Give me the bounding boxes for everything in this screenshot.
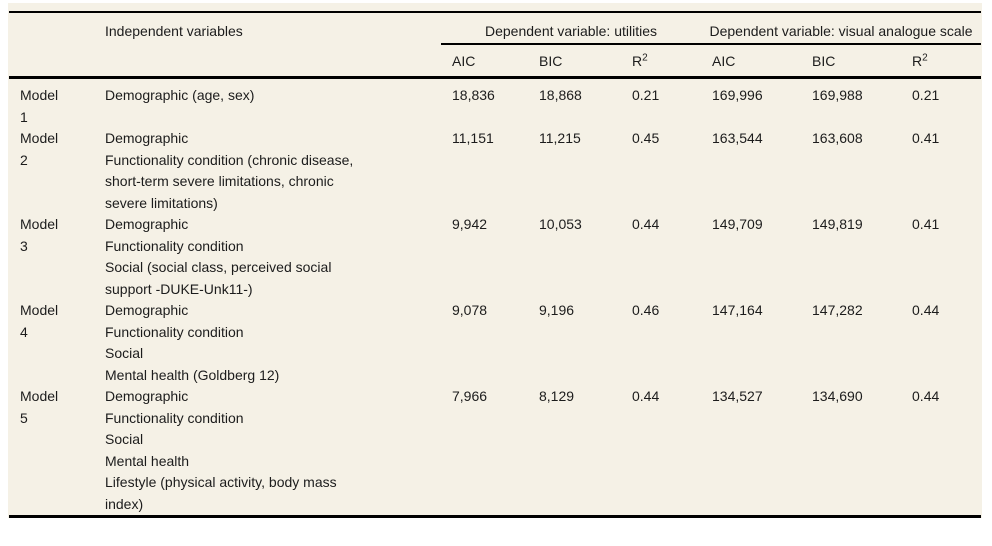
independent-variables-cell: Demographic (age, sex): [105, 87, 255, 103]
independent-variables-cell: Demographic Functionality condition Soci…: [105, 216, 332, 297]
utilities-r2-value: 0.46: [632, 302, 660, 318]
vas-aic-value: 149,709: [712, 216, 763, 232]
independent-variables-cell: Demographic Functionality condition (chr…: [105, 130, 354, 211]
model-label: Model 4: [20, 302, 59, 340]
utilities-bic-value: 10,053: [539, 216, 582, 232]
utilities-bic-value: 18,868: [539, 87, 582, 103]
header-dependent-vas: Dependent variable: visual analogue scal…: [701, 12, 982, 45]
vas-r2-value: 0.41: [912, 130, 940, 146]
model-label: Model 3: [20, 216, 59, 254]
table-row-model-2: Model 2 Demographic Functionality condit…: [9, 128, 981, 214]
vas-aic-value: 134,527: [712, 388, 763, 404]
model-label: Model 5: [20, 388, 59, 426]
table-row-model-5: Model 5 Demographic Functionality condit…: [9, 386, 981, 517]
vas-bic-value: 163,608: [812, 130, 863, 146]
utilities-aic-value: 7,966: [452, 388, 488, 404]
header-vas-bic: BIC: [801, 43, 902, 79]
utilities-r2-value: 0.21: [632, 87, 660, 103]
table-panel: Independent variables Dependent variable…: [8, 3, 982, 518]
vas-bic-value: 149,819: [812, 216, 863, 232]
header-dependent-utilities: Dependent variable: utilities: [441, 12, 702, 45]
vas-aic-value: 147,164: [712, 302, 763, 318]
utilities-bic-value: 8,129: [539, 388, 575, 404]
utilities-aic-value: 9,942: [452, 216, 488, 232]
vas-bic-value: 134,690: [812, 388, 863, 404]
independent-variables-cell: Demographic Functionality condition Soci…: [105, 388, 337, 512]
r2-base: R: [912, 52, 923, 69]
table-row-model-1: Model 1 Demographic (age, sex) 18,836 18…: [9, 78, 981, 129]
model-label: Model 2: [20, 130, 59, 168]
header-independent-variables: Independent variables: [9, 12, 441, 79]
table-row-model-3: Model 3 Demographic Functionality condit…: [9, 214, 981, 300]
table-row-model-4: Model 4 Demographic Functionality condit…: [9, 300, 981, 386]
vas-r2-value: 0.21: [912, 87, 940, 103]
header-vas-aic: AIC: [701, 43, 802, 79]
model-fit-results-table: Independent variables Dependent variable…: [9, 11, 982, 518]
utilities-r2-value: 0.44: [632, 388, 660, 404]
utilities-aic-value: 18,836: [452, 87, 495, 103]
utilities-r2-value: 0.45: [632, 130, 660, 146]
utilities-aic-value: 9,078: [452, 302, 488, 318]
r2-superscript: 2: [642, 51, 648, 63]
vas-r2-value: 0.44: [912, 388, 940, 404]
header-utilities-bic: BIC: [528, 43, 621, 79]
group-header-row: Independent variables Dependent variable…: [9, 12, 982, 79]
utilities-r2-value: 0.44: [632, 216, 660, 232]
vas-r2-value: 0.41: [912, 216, 940, 232]
model-label: Model 1: [20, 87, 59, 125]
utilities-bic-value: 11,215: [539, 130, 581, 146]
vas-bic-value: 169,988: [812, 87, 863, 103]
utilities-aic-value: 11,151: [452, 130, 494, 146]
vas-bic-value: 147,282: [812, 302, 863, 318]
vas-aic-value: 169,996: [712, 87, 763, 103]
independent-variables-cell: Demographic Functionality condition Soci…: [105, 302, 280, 383]
header-vas-r2: R2: [901, 43, 982, 79]
header-utilities-r2: R2: [621, 43, 702, 79]
vas-r2-value: 0.44: [912, 302, 940, 318]
stat-header-row: AIC BIC R2 AIC BIC R2: [9, 43, 982, 79]
r2-superscript: 2: [922, 51, 928, 63]
header-utilities-aic: AIC: [441, 43, 528, 79]
r2-base: R: [632, 52, 643, 69]
vas-aic-value: 163,544: [712, 130, 763, 146]
utilities-bic-value: 9,196: [539, 302, 575, 318]
